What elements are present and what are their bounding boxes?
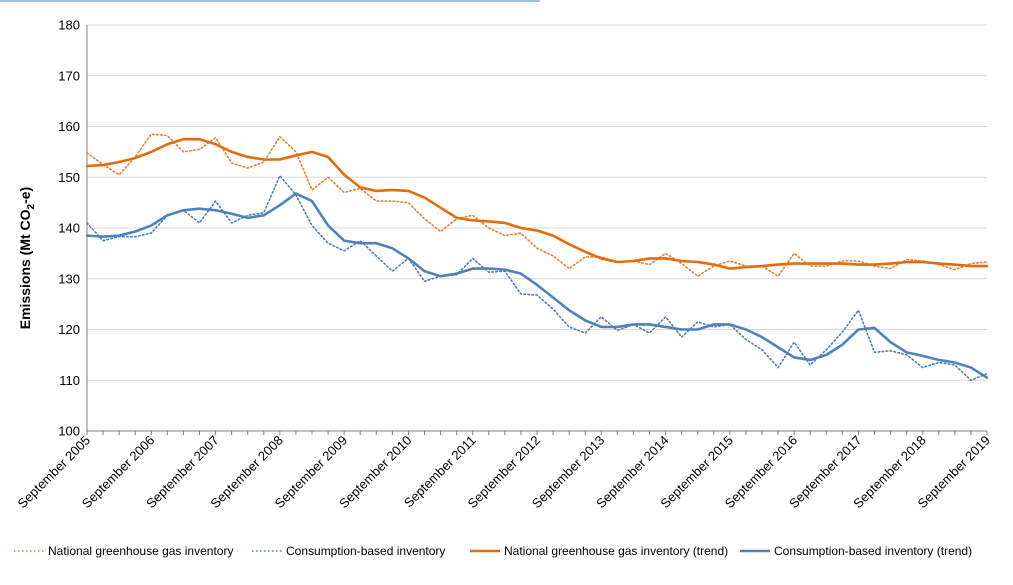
y-tick-label: 180 <box>58 18 80 33</box>
y-tick-label: 130 <box>58 271 80 286</box>
legend: National greenhouse gas inventory Consump… <box>14 544 972 558</box>
y-tick-label: 110 <box>59 373 80 388</box>
y-axis-title: Emissions (Mt CO2-e) <box>17 187 37 329</box>
series-line-3 <box>85 192 989 380</box>
legend-label-3: Consumption-based inventory (trend) <box>774 544 972 558</box>
series-lines <box>85 133 989 382</box>
y-tick-label: 150 <box>58 170 80 185</box>
legend-label-2: National greenhouse gas inventory (trend… <box>504 544 728 558</box>
series-line-1 <box>86 174 988 382</box>
gridlines <box>87 24 987 381</box>
y-tick-label: 140 <box>58 221 80 236</box>
axes <box>86 25 988 435</box>
series-line-0 <box>86 133 988 278</box>
legend-label-1: Consumption-based inventory <box>286 544 445 558</box>
legend-label-0: National greenhouse gas inventory <box>48 544 233 558</box>
y-tick-label: 170 <box>58 68 80 83</box>
y-tick-label: 160 <box>58 119 80 134</box>
series-line-2 <box>85 137 989 270</box>
y-tick-label: 120 <box>58 322 80 337</box>
y-tick-label: 100 <box>58 424 80 439</box>
y-tick-labels: 100 110 120 130 140 150 160 170 180 <box>58 18 80 439</box>
